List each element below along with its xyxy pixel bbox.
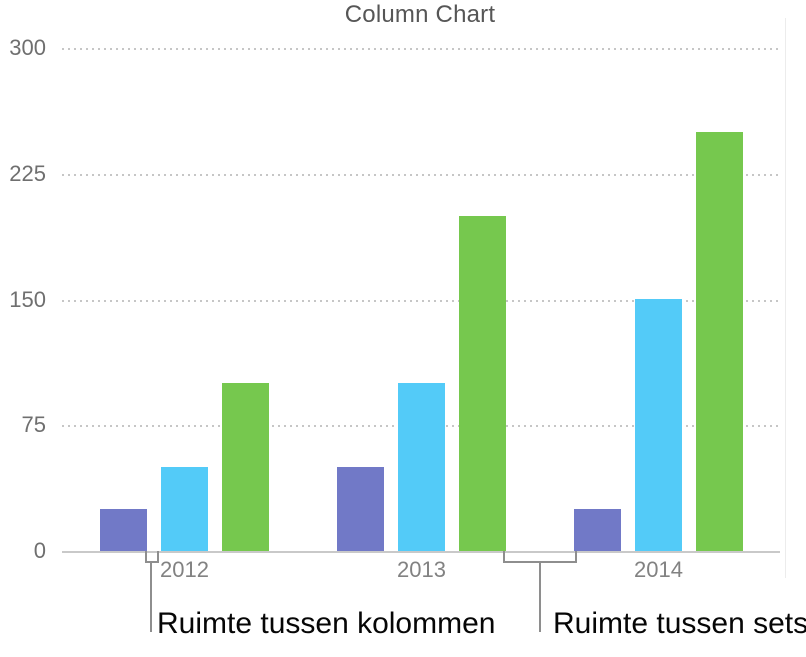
category-label: 2012: [160, 557, 209, 582]
y-axis-tick-label: 150: [9, 286, 46, 312]
set-gap-callout-line: [539, 562, 541, 632]
set-gap-annotation: Ruimte tussen sets: [553, 607, 806, 640]
x-axis-line: [62, 551, 780, 553]
y-axis-tick-label: 0: [33, 537, 46, 563]
column-gap-bracket: [145, 551, 159, 563]
column-gap-callout-line: [150, 562, 152, 632]
blue-series-bar: [161, 467, 208, 551]
purple-series-bar: [100, 509, 147, 551]
category-label: 2014: [634, 557, 683, 582]
green-series-bar: [459, 216, 506, 551]
y-axis-tick-label: 300: [9, 34, 46, 60]
chart-title: Column Chart: [344, 1, 496, 28]
column-gap-annotation: Ruimte tussen kolommen: [157, 607, 496, 640]
y-axis-tick-label: 225: [9, 160, 46, 186]
blue-series-bar: [398, 383, 445, 551]
green-series-bar: [696, 132, 743, 551]
gridline: [62, 48, 780, 50]
gridline: [62, 173, 780, 176]
gridline: [62, 299, 780, 302]
purple-series-bar: [337, 467, 384, 551]
blue-series-bar: [635, 299, 682, 551]
category-label: 2013: [397, 557, 446, 582]
plot-right-border: [785, 18, 786, 578]
green-series-bar: [222, 383, 269, 551]
purple-series-bar: [574, 509, 621, 551]
y-axis-tick-label: 75: [21, 412, 46, 438]
